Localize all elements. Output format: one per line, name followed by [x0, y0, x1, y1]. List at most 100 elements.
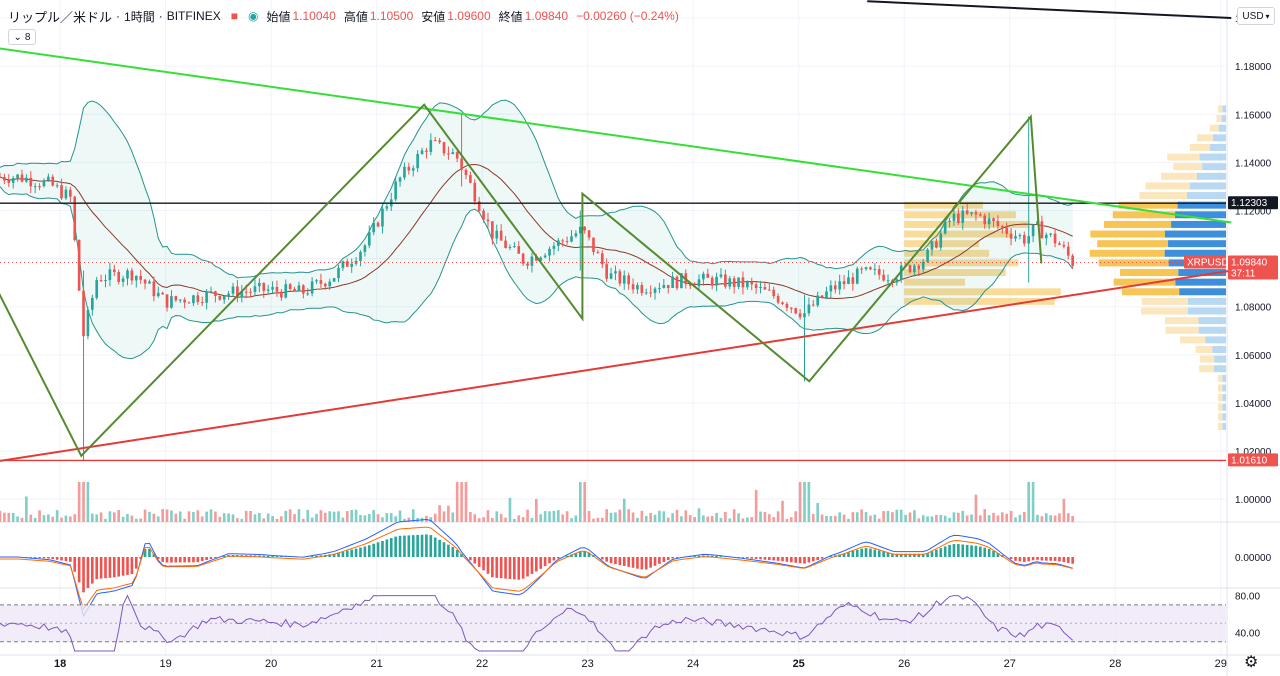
currency-button[interactable]: USD ▾ — [1237, 7, 1275, 25]
volume-profile-bar — [1218, 403, 1223, 411]
candle-body — [609, 273, 613, 279]
candle-body — [798, 313, 802, 318]
volume-bar — [926, 516, 929, 522]
macd-histogram-bar — [891, 553, 894, 557]
session-profile-bar — [904, 220, 1030, 228]
volume-bar — [768, 514, 771, 522]
candle-body — [781, 302, 784, 304]
candle-body — [363, 245, 367, 252]
candle-body — [768, 289, 771, 291]
candle-body — [600, 253, 604, 265]
macd-histogram-bar — [750, 557, 754, 559]
bollinger-lower — [0, 186, 1074, 360]
macd-histogram-bar — [1036, 557, 1039, 560]
macd-histogram-bar — [1058, 557, 1061, 562]
interval-label[interactable]: 1時間 — [124, 9, 155, 24]
volume-profile-bar — [1196, 172, 1226, 180]
macd-histogram-bar — [469, 557, 472, 561]
candle-body — [236, 286, 239, 298]
volume-bar — [464, 482, 468, 522]
candle-body — [253, 286, 257, 292]
volume-bar — [95, 514, 99, 522]
candle-body — [605, 264, 608, 279]
volume-bar — [811, 514, 815, 522]
macd-histogram-bar — [77, 557, 81, 583]
volume-bar — [513, 518, 516, 522]
heart-icon[interactable]: ■ — [230, 9, 238, 23]
volume-bar — [737, 513, 740, 522]
macd-histogram-bar — [117, 557, 121, 577]
volume-profile-bar — [1187, 192, 1226, 200]
volume-bar — [196, 510, 200, 522]
volume-profile-bar — [1198, 317, 1226, 325]
macd-histogram-bar — [1031, 557, 1035, 561]
macd-histogram-bar — [851, 550, 855, 557]
volume-bar — [310, 517, 314, 522]
candle-body — [183, 299, 186, 303]
volume-bar — [979, 515, 982, 522]
macd-histogram-bar — [95, 557, 99, 580]
volume-bar — [864, 512, 868, 522]
candle-body — [222, 296, 226, 300]
volume-bar — [675, 509, 679, 522]
macd-histogram-bar — [649, 557, 652, 568]
candle-body — [706, 273, 710, 278]
volume-bar — [1071, 515, 1074, 522]
candle-body — [1005, 227, 1009, 234]
volume-profile-bar — [1179, 288, 1226, 296]
volume-bar — [284, 510, 288, 522]
candle-body — [156, 292, 160, 297]
candle-body — [438, 140, 441, 143]
candle-body — [38, 186, 41, 188]
volume-profile-bar — [1222, 105, 1226, 113]
volume-bar — [776, 511, 780, 522]
candle-body — [996, 221, 1000, 227]
change-value: −0.00260 (−0.24%) — [576, 9, 679, 23]
date-tick-label: 24 — [687, 658, 699, 670]
volume-profile-bar — [1189, 182, 1226, 190]
volume-bar — [614, 512, 617, 522]
volume-bar — [671, 513, 674, 522]
candle-body — [407, 166, 411, 171]
candle-body — [152, 281, 156, 297]
low-value: 1.09600 — [447, 9, 491, 23]
volume-bar — [469, 512, 472, 522]
volume-profile-bar — [1213, 365, 1226, 373]
rsi-band — [0, 604, 1226, 642]
volume-bar — [825, 515, 828, 522]
candle-body — [464, 169, 468, 176]
macd-histogram-bar — [671, 557, 674, 559]
volume-bar — [455, 482, 459, 522]
volume-bar — [425, 515, 428, 522]
candle-body — [178, 299, 182, 301]
volume-bar — [104, 518, 107, 522]
candle-body — [939, 233, 943, 248]
status-dot-icon: ◉ — [247, 9, 259, 23]
candle-body — [921, 261, 925, 270]
candle-body — [855, 268, 859, 284]
macd-histogram-bar — [372, 543, 375, 557]
symbol-name[interactable]: リップル／米ドル — [8, 9, 113, 25]
volume-bar — [732, 509, 736, 522]
volume-bar — [587, 511, 591, 522]
candle-body — [1062, 244, 1066, 247]
volume-bar — [798, 482, 802, 522]
macd-histogram-bar — [385, 539, 389, 557]
candle-body — [187, 302, 191, 304]
macd-histogram-bar — [442, 542, 446, 557]
macd-histogram-bar — [842, 553, 846, 557]
volume-bar — [306, 509, 310, 522]
macd-histogram-bar — [517, 557, 521, 580]
macd-histogram-bar — [627, 557, 630, 567]
candle-body — [315, 280, 318, 282]
volume-bar — [807, 482, 811, 522]
gear-icon[interactable]: ⚙ — [1244, 654, 1259, 671]
volume-profile-bar — [1216, 115, 1222, 123]
volume-profile-bar — [1168, 240, 1226, 248]
indicators-toggle-button[interactable]: ⌄ 8 — [8, 29, 36, 45]
macd-histogram-bar — [482, 557, 485, 571]
candle-body — [16, 174, 19, 179]
volume-bar — [33, 517, 37, 522]
candle-body — [306, 293, 310, 295]
